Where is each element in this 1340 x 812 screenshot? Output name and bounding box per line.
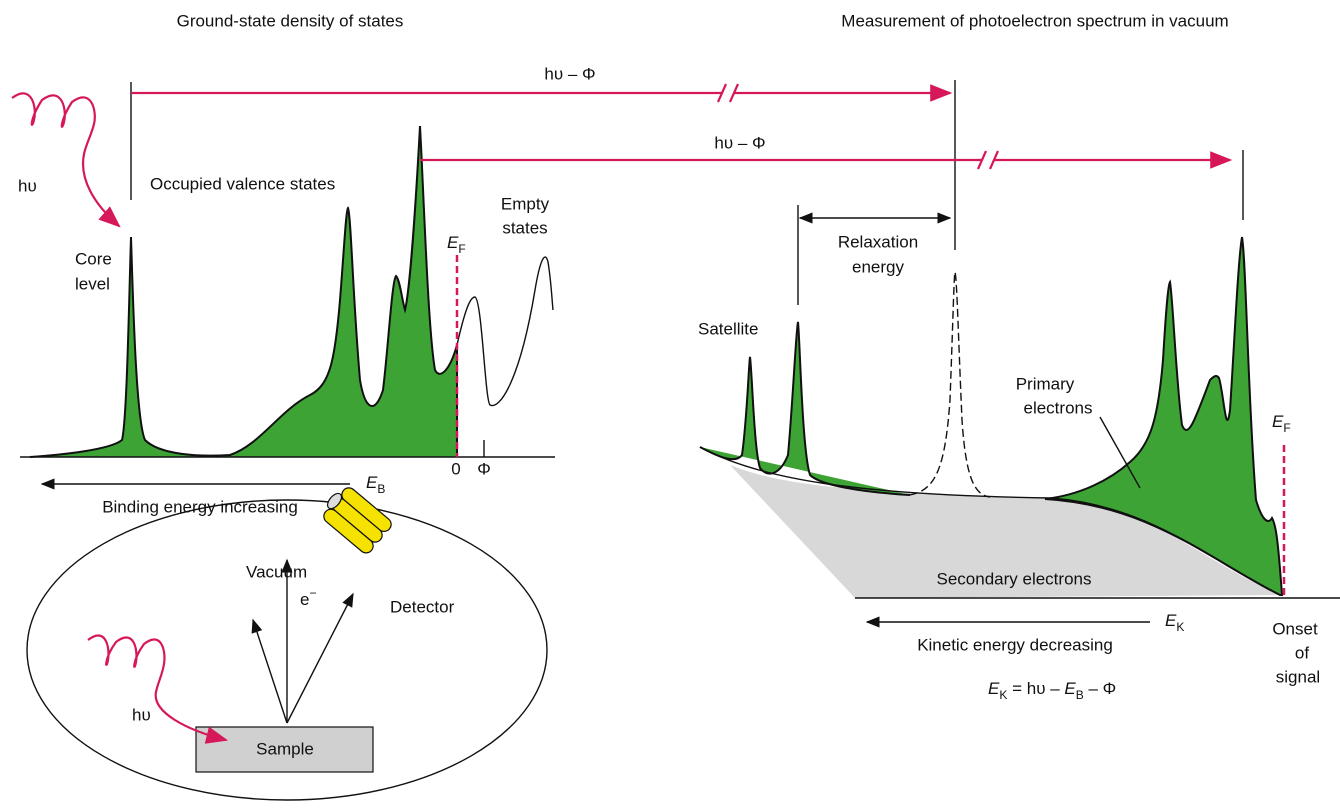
label: e− [300,586,316,609]
label: Vacuum [246,562,307,581]
text-part: E [1165,611,1177,630]
text-part: E [1272,412,1284,431]
fermi-label: EF [1272,412,1291,435]
text-part: F [1283,421,1290,435]
labels: Ground-state density of states Measureme… [18,11,1320,758]
axis-label: 0 [451,459,460,478]
label: energy [852,257,904,276]
label: Onset [1272,619,1318,638]
text-part: E [988,679,1000,698]
text-part: K [999,688,1007,702]
axis-caption: Kinetic energy decreasing [917,635,1113,654]
label: level [75,274,110,293]
label: Relaxation [838,232,918,251]
text-part: E [366,473,378,492]
text-part: − [309,586,316,600]
text-part: F [458,242,465,256]
label: Sample [256,739,314,758]
title: Ground-state density of states [177,11,404,30]
label: Detector [390,597,455,616]
label: signal [1276,667,1320,686]
text-part: E [1064,679,1076,698]
fermi-label: EF [447,233,466,256]
label: Empty [501,194,550,213]
vacuum-chamber [26,487,548,801]
axis-label: Φ [477,459,491,478]
arrow-label: hυ – Φ [714,133,765,152]
equation: EK = hυ – EB – Φ [988,679,1116,702]
text-part: = hυ – [1007,679,1064,698]
label: Secondary electrons [937,569,1092,588]
photon-label: hυ [132,705,151,724]
text-part: e [300,590,309,609]
axis-caption: Binding energy increasing [102,497,298,516]
right-spectrum [699,205,1340,628]
axis-symbol: EB [366,473,385,496]
label: Occupied valence states [150,174,335,193]
label: Primary [1016,374,1075,393]
label: Core [75,249,112,268]
axis-symbol: EK [1165,611,1184,634]
text-part: – Φ [1084,679,1116,698]
label: states [502,218,547,237]
arrow-label: hυ – Φ [544,64,595,83]
left-spectrum [20,125,555,490]
text-part: B [377,482,385,496]
text-part: B [1076,688,1084,702]
label: of [1295,643,1309,662]
label: electrons [1024,398,1093,417]
photon-arrows [11,80,1244,250]
text-part: E [447,233,459,252]
photon-label: hυ [18,176,37,195]
title: Measurement of photoelectron spectrum in… [841,11,1228,30]
label: Satellite [698,319,758,338]
text-part: K [1176,620,1184,634]
